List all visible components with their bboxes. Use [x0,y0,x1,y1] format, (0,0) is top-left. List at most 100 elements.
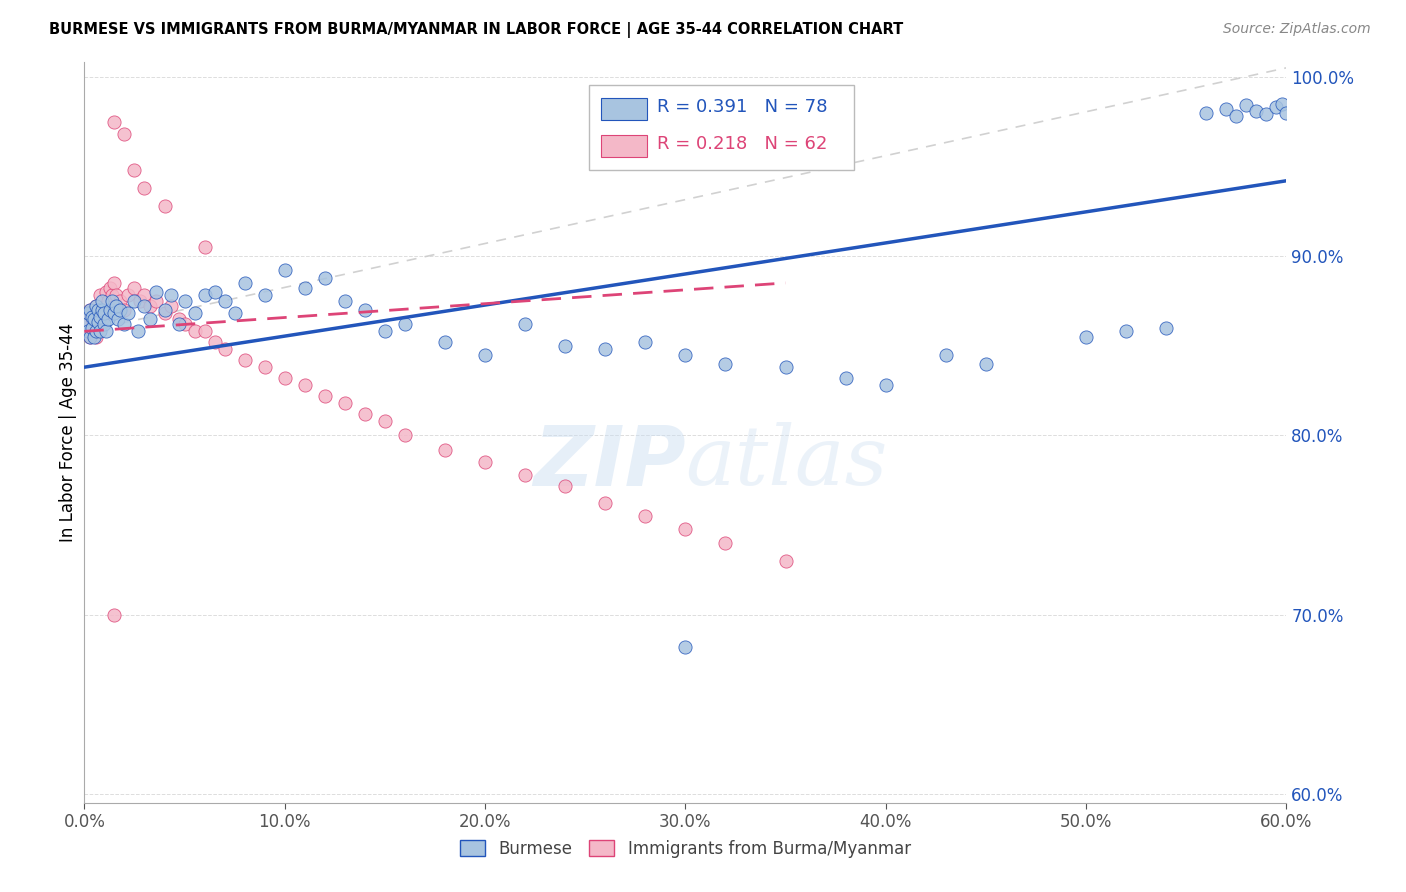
Point [1271,96,1294,111]
Point [274,263,297,277]
Text: BURMESE VS IMMIGRANTS FROM BURMA/MYANMAR IN LABOR FORCE | AGE 35-44 CORRELATION : BURMESE VS IMMIGRANTS FROM BURMA/MYANMAR… [49,22,904,38]
Point [87,302,110,317]
Point [314,270,336,285]
Point [101,288,124,302]
Point [153,302,176,317]
Point [79,329,101,343]
Point [105,288,128,302]
Point [1256,107,1278,121]
Point [173,317,195,331]
Point [91,302,114,317]
Point [77,306,100,320]
Point [91,293,114,308]
Point [75,317,97,331]
Point [89,288,111,302]
Point [97,311,120,326]
Point [134,288,156,302]
Point [214,293,236,308]
Point [103,276,125,290]
Point [515,467,537,482]
Point [75,317,97,331]
Point [183,306,205,320]
Legend: Burmese, Immigrants from Burma/Myanmar: Burmese, Immigrants from Burma/Myanmar [454,833,917,865]
Point [1246,103,1268,118]
Point [434,335,457,350]
Point [127,324,149,338]
Point [124,163,146,178]
Point [974,357,997,371]
Point [159,299,181,313]
Point [173,293,195,308]
Point [1195,105,1218,120]
Point [1215,102,1237,116]
Point [139,299,162,313]
Point [83,310,105,324]
Point [775,554,797,568]
Point [107,311,129,326]
Point [110,302,132,317]
Point [595,496,617,510]
Point [93,317,115,331]
Point [103,607,125,622]
Point [134,181,156,195]
Point [124,281,146,295]
Point [775,360,797,375]
Point [474,455,496,469]
Point [1225,109,1247,123]
Point [714,357,737,371]
Point [86,299,108,313]
Point [394,317,416,331]
Point [294,281,316,295]
Point [86,329,108,343]
Point [96,285,118,299]
Point [145,285,167,299]
Point [100,302,122,317]
Point [253,360,276,375]
Point [167,317,190,331]
Point [183,324,205,338]
Point [204,335,226,350]
Text: R = 0.391   N = 78: R = 0.391 N = 78 [657,98,827,116]
Point [194,324,217,338]
Point [634,335,657,350]
Point [153,306,176,320]
Point [105,299,128,313]
Point [83,329,105,343]
Point [1115,324,1137,338]
Point [253,288,276,302]
Point [354,407,377,421]
Point [935,348,957,362]
Bar [602,98,647,120]
Point [1156,320,1178,334]
FancyBboxPatch shape [589,85,853,169]
Point [79,329,101,343]
Point [129,293,152,308]
Point [1234,98,1257,112]
Point [110,293,132,308]
Point [314,389,336,403]
Point [153,199,176,213]
Point [82,324,104,338]
Point [114,302,135,317]
Point [333,293,356,308]
Point [97,293,120,308]
Point [159,288,181,302]
Point [114,127,135,141]
Point [124,293,146,308]
Point [194,240,217,254]
Point [83,324,105,338]
Point [374,414,396,428]
Point [82,311,104,326]
Point [374,324,396,338]
Point [87,317,110,331]
Point [77,306,100,320]
Point [634,508,657,523]
Point [79,302,101,317]
Point [100,281,122,295]
Point [86,299,108,313]
Point [83,311,105,326]
Point [714,536,737,550]
Point [675,522,697,536]
Point [139,311,162,326]
Point [595,343,617,357]
